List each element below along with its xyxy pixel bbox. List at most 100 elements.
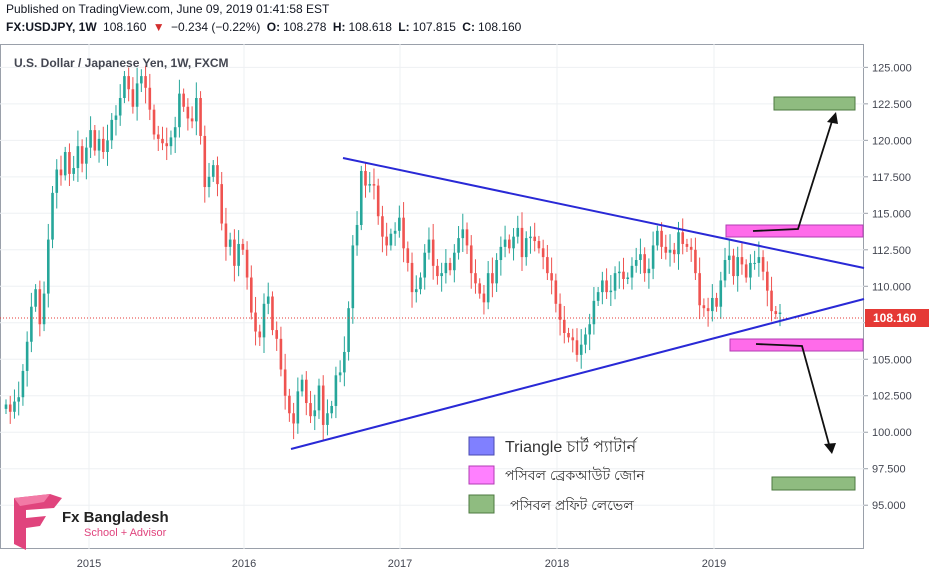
candle-body <box>584 334 587 345</box>
candle-body <box>626 277 630 279</box>
candle-body <box>681 232 685 244</box>
candle-body <box>427 239 431 253</box>
candle-body <box>173 127 177 138</box>
lower-profit-zone[interactable] <box>771 476 856 491</box>
candle-body <box>495 260 498 284</box>
candle-body <box>355 224 359 246</box>
candle-body <box>575 340 579 355</box>
candle-body <box>63 152 67 176</box>
high-label: H: <box>332 20 346 34</box>
candle-body <box>186 106 190 119</box>
candle-body <box>478 283 482 294</box>
candle-body <box>524 238 528 258</box>
brand-name: Fx Bangladesh <box>62 509 169 526</box>
close-value: 108.160 <box>477 20 522 34</box>
candle-body <box>419 277 422 290</box>
candle-body <box>605 280 608 293</box>
candle-body <box>207 176 211 188</box>
candle-body <box>309 403 312 417</box>
candle-body <box>203 135 207 188</box>
candle-body <box>609 290 613 293</box>
candle-body <box>241 243 245 250</box>
candle-body <box>398 217 401 231</box>
candle-body <box>393 230 397 234</box>
candle-body <box>486 273 490 303</box>
candle-body <box>617 271 621 274</box>
candlestick-series <box>4 65 782 441</box>
candle-body <box>144 76 147 88</box>
candle-body <box>469 245 473 274</box>
candle-body <box>702 305 706 309</box>
candle-body <box>508 239 511 249</box>
fx-bangladesh-logo-icon <box>14 494 62 550</box>
candle-body <box>334 375 338 406</box>
candle-body <box>216 165 219 185</box>
brand-tagline: School + Advisor <box>84 527 167 539</box>
candle-body <box>169 137 173 147</box>
candle-body <box>499 246 503 261</box>
candle-body <box>753 262 756 264</box>
candle-body <box>562 319 566 333</box>
candle-body <box>25 341 29 371</box>
grid-lines <box>0 44 864 549</box>
upper-profit-zone[interactable] <box>773 96 856 111</box>
price-tick-label: 110.000 <box>872 281 911 293</box>
legend-swatch-triangle <box>468 436 495 456</box>
legend-label-triangle: Triangle চার্ট প্যাটার্ন <box>505 437 638 456</box>
candle-body <box>101 138 105 153</box>
candle-body <box>313 410 317 417</box>
candle-body <box>376 185 380 217</box>
candle-body <box>465 229 469 246</box>
candle-body <box>17 397 20 402</box>
candle-body <box>529 236 532 239</box>
candle-body <box>300 379 304 392</box>
candle-body <box>110 119 114 141</box>
candle-body <box>482 293 486 303</box>
last-price-tag: 108.160 <box>865 309 929 327</box>
legend-swatch-profit <box>468 494 495 514</box>
candle-body <box>228 239 232 247</box>
candle-body <box>410 262 414 293</box>
candle-body <box>326 413 329 425</box>
candle-body <box>93 130 97 151</box>
upper-trendline[interactable] <box>342 157 865 269</box>
candle-body <box>199 98 202 136</box>
candle-body <box>668 249 672 253</box>
candle-body <box>182 93 185 107</box>
candle-body <box>774 311 778 315</box>
price-tick-label: 120.000 <box>872 135 912 147</box>
candle-body <box>97 138 101 151</box>
candle-body <box>46 239 50 294</box>
candle-body <box>778 312 782 315</box>
candle-body <box>723 260 727 281</box>
publish-info: Published on TradingView.com, June 09, 2… <box>6 2 330 16</box>
candle-body <box>740 257 744 265</box>
upper-breakout-zone[interactable] <box>725 224 864 238</box>
candle-body <box>321 385 325 425</box>
candle-body <box>431 239 435 266</box>
candle-body <box>457 238 460 253</box>
candle-body <box>643 254 646 274</box>
candle-body <box>262 303 266 338</box>
last-price: 108.160 <box>103 20 147 34</box>
time-tick-label: 2017 <box>388 558 412 570</box>
lower-trendline[interactable] <box>290 298 865 450</box>
candle-body <box>224 223 228 247</box>
candle-body <box>152 109 156 135</box>
candle-body <box>8 404 12 412</box>
candle-body <box>630 265 634 278</box>
downside-projection-arrow <box>755 343 831 449</box>
candle-body <box>85 147 88 164</box>
candle-body <box>288 395 291 414</box>
time-tick-label: 2015 <box>77 558 101 570</box>
candle-body <box>732 255 735 277</box>
candle-body <box>711 297 714 312</box>
candle-body <box>266 296 270 304</box>
symbol-label[interactable]: FX:USDJPY, 1W <box>6 20 97 34</box>
candle-body <box>744 264 748 278</box>
candle-body <box>694 249 697 274</box>
time-tick-label: 2016 <box>232 558 256 570</box>
candle-body <box>656 230 659 246</box>
price-tick-label: 97.500 <box>872 464 906 476</box>
